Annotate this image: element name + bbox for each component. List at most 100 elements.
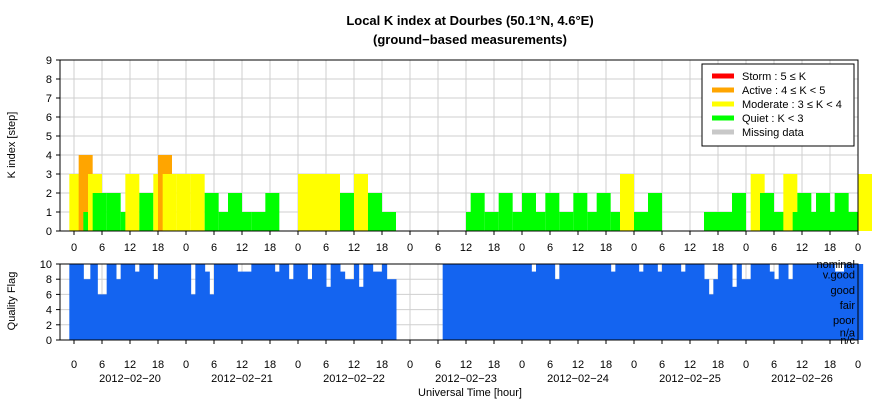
- k-index-bar: [620, 174, 634, 231]
- quality-segment: [559, 264, 612, 340]
- q-xtick-label: 12: [684, 359, 696, 371]
- quality-segment: [536, 264, 556, 340]
- quality-segment: [326, 286, 332, 340]
- k-ytick-label: 3: [46, 169, 52, 181]
- k-index-bar: [844, 212, 858, 231]
- k-index-bar: [312, 174, 326, 231]
- quality-segment: [209, 294, 215, 340]
- quality-segment: [610, 271, 616, 340]
- k-xtick-label: 18: [712, 242, 724, 254]
- legend-label: Active : 4 ≤ K < 5: [742, 85, 825, 97]
- k-index-bar: [531, 212, 546, 231]
- k-xtick-label: 0: [855, 242, 861, 254]
- q-xtick-label: 6: [435, 359, 441, 371]
- k-index-bar: [545, 193, 560, 231]
- k-ytick-label: 4: [46, 150, 52, 162]
- quality-segment: [330, 264, 341, 340]
- quality-segment: [774, 279, 780, 340]
- k-index-bar: [704, 212, 718, 231]
- k-ytick-label: 9: [46, 55, 52, 67]
- quality-level-label: fair: [840, 300, 856, 312]
- quality-segment: [279, 264, 290, 340]
- q-xtick-label: 0: [743, 359, 749, 371]
- k-index-bar: [162, 174, 177, 231]
- q-plot-frame: [59, 263, 859, 341]
- q-xtick-label: 12: [572, 359, 584, 371]
- quality-segment: [732, 286, 738, 340]
- k-xtick-label: 0: [743, 242, 749, 254]
- quality-level-label: n/a: [840, 327, 856, 339]
- k-xtick-label: 12: [348, 242, 360, 254]
- quality-segment: [657, 271, 663, 340]
- k-xtick-label: 6: [771, 242, 777, 254]
- k-xtick-label: 0: [71, 242, 77, 254]
- date-label: 2012−02−26: [771, 373, 833, 385]
- date-label: 2012−02−20: [99, 373, 161, 385]
- q-xtick-label: 0: [71, 359, 77, 371]
- q-ytick-label: 6: [46, 289, 52, 301]
- k-index-bar: [237, 212, 252, 231]
- k-index-bar: [204, 193, 219, 231]
- k-ytick-label: 5: [46, 131, 52, 143]
- k-xtick-label: 18: [488, 242, 500, 254]
- quality-segment: [293, 264, 308, 340]
- date-label: 2012−02−21: [211, 373, 273, 385]
- q-xtick-label: 0: [631, 359, 637, 371]
- quality-segment: [312, 264, 327, 340]
- q-xtick-label: 12: [236, 359, 248, 371]
- k-index-bar: [326, 174, 340, 231]
- k-xtick-label: 0: [407, 242, 413, 254]
- quality-axis-label: Quality Flag: [6, 272, 18, 331]
- k-xtick-label: 18: [600, 242, 612, 254]
- quality-segment: [792, 264, 836, 340]
- k-xtick-label: 6: [659, 242, 665, 254]
- legend-label: Missing data: [742, 127, 805, 139]
- q-xtick-label: 6: [771, 359, 777, 371]
- k-xtick-label: 12: [796, 242, 808, 254]
- quality-level-label: good: [831, 285, 855, 297]
- q-xtick-label: 12: [460, 359, 472, 371]
- quality-segment: [307, 279, 313, 340]
- k-index-bar: [559, 212, 574, 231]
- quality-segment: [90, 264, 98, 340]
- quality-segment: [204, 271, 210, 340]
- k-index-bar: [634, 212, 648, 231]
- quality-segment: [344, 279, 355, 340]
- quality-segment: [288, 279, 294, 340]
- quality-segment: [195, 264, 206, 340]
- quality-segment: [769, 271, 775, 340]
- q-xtick-label: 6: [211, 359, 217, 371]
- quality-level-label: v.good: [823, 270, 855, 282]
- quality-segment: [643, 264, 658, 340]
- k-xtick-label: 0: [631, 242, 637, 254]
- k-xtick-label: 6: [547, 242, 553, 254]
- date-label: 2012−02−24: [547, 373, 609, 385]
- quality-segment: [834, 271, 845, 340]
- quality-segment: [372, 271, 383, 340]
- q-ytick-label: 10: [40, 259, 52, 271]
- q-xtick-label: 0: [519, 359, 525, 371]
- k-xtick-label: 6: [99, 242, 105, 254]
- k-xtick-label: 6: [435, 242, 441, 254]
- quality-segment: [718, 264, 733, 340]
- q-xtick-label: 18: [152, 359, 164, 371]
- legend-label: Storm : 5 ≤ K: [742, 71, 807, 83]
- k-xtick-label: 0: [183, 242, 189, 254]
- quality-segment: [386, 279, 397, 340]
- chart-title: Local K index at Dourbes (50.1°N, 4.6°E): [346, 13, 593, 28]
- quality-segment: [153, 279, 159, 340]
- q-xtick-label: 12: [796, 359, 808, 371]
- k-xtick-label: 18: [264, 242, 276, 254]
- k-xtick-label: 12: [236, 242, 248, 254]
- k-xtick-label: 6: [323, 242, 329, 254]
- k-xtick-label: 18: [824, 242, 836, 254]
- k-index-bar: [648, 193, 662, 231]
- quality-segment: [134, 271, 140, 340]
- q-ytick-label: 0: [46, 335, 52, 347]
- k-xtick-label: 6: [211, 242, 217, 254]
- k-xtick-label: 18: [376, 242, 388, 254]
- k-index-bar: [498, 193, 513, 231]
- quality-segment: [83, 279, 91, 340]
